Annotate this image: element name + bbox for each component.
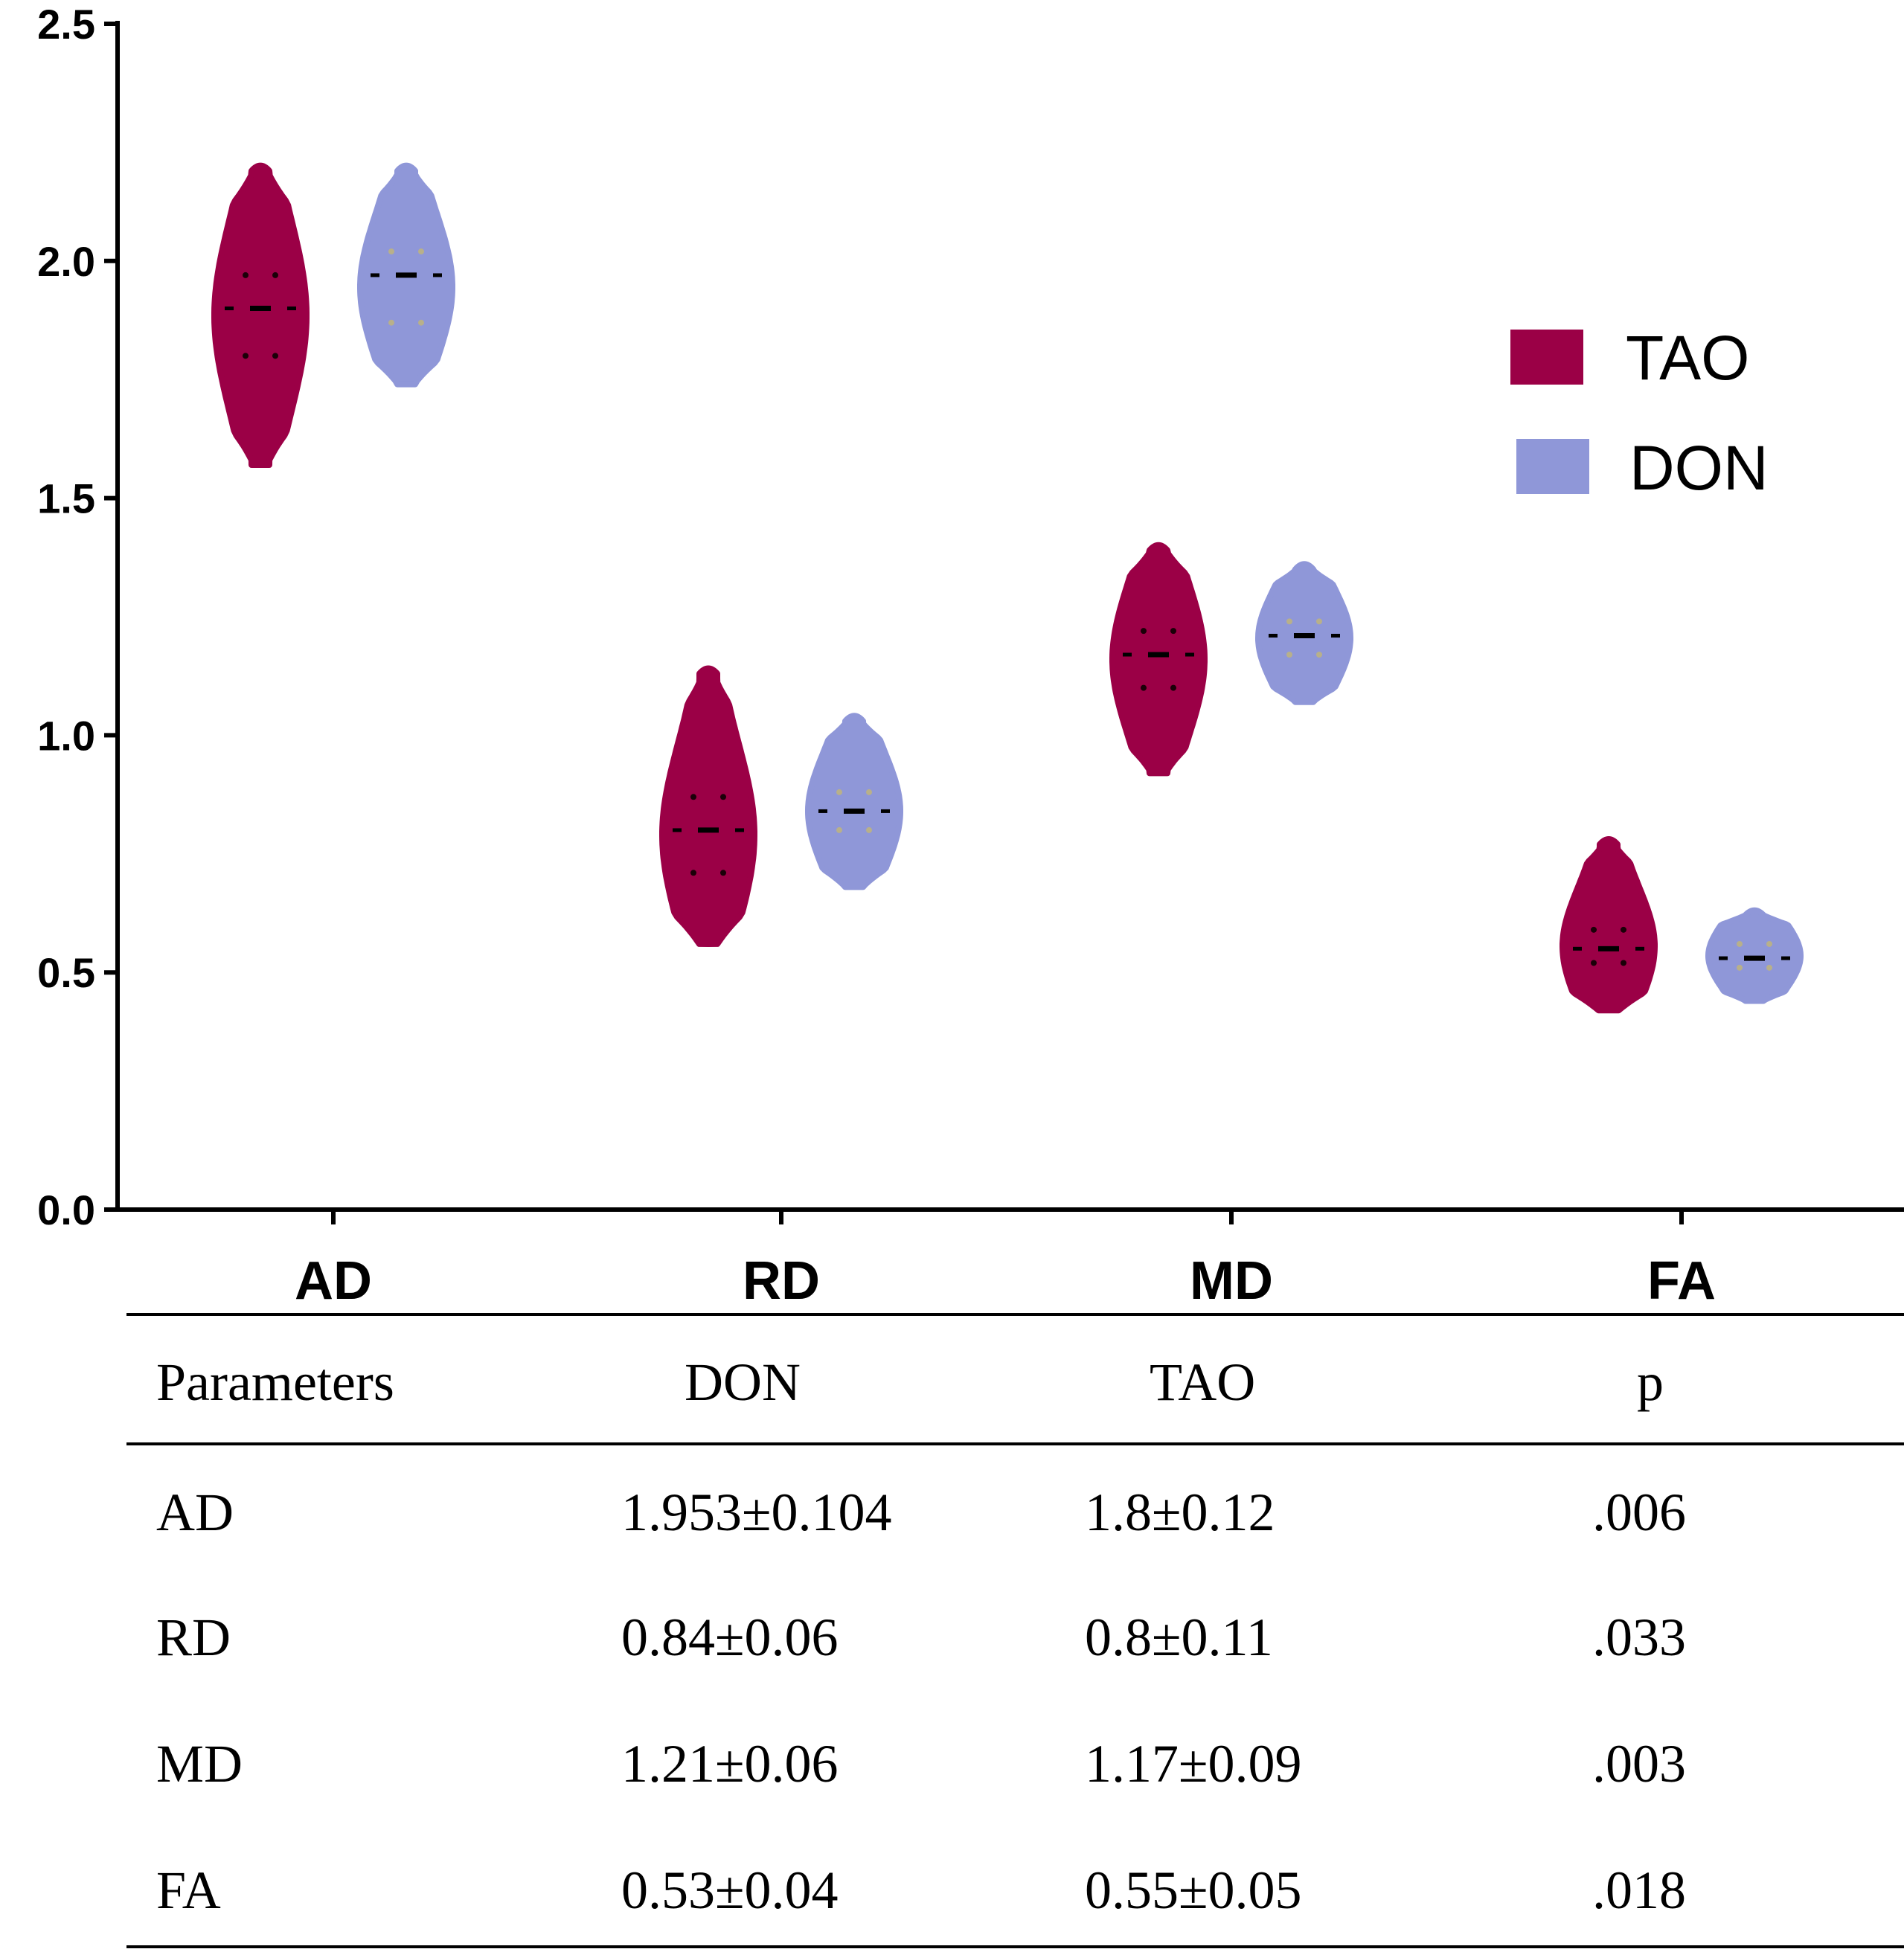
table-cell-ad-param: AD [156,1483,234,1542]
quartile-dot-tao-md [1141,684,1147,691]
violin-tao-fa [1560,836,1658,1014]
table-cell-fa-don: 0.53±0.04 [621,1860,839,1920]
table-cell-md-don: 1.21±0.06 [621,1734,839,1794]
category-label-md: MD [1190,1251,1273,1311]
quartile-dot-don-rd [866,789,872,795]
legend-label-tao: TAO [1626,323,1749,393]
category-label-ad: AD [295,1251,372,1311]
quartile-dot-don-md [1316,652,1322,658]
quartile-dot-tao-md [1170,628,1176,635]
table-cell-md-p: .003 [1592,1734,1686,1794]
y-tick-label: 0.5 [37,949,95,996]
quartile-dot-don-rd [836,826,842,833]
violin-tao-rd [659,665,757,947]
table-cell-fa-p: .018 [1592,1860,1686,1920]
category-label-fa: FA [1647,1251,1716,1311]
y-tick-label: 1.5 [37,475,95,522]
table-header-parameters: Parameters [156,1352,394,1412]
table-cell-rd-don: 0.84±0.06 [621,1608,839,1667]
category-label-rd: RD [743,1251,820,1311]
quartile-dot-don-md [1316,618,1322,625]
table-cell-ad-p: .006 [1592,1483,1686,1542]
y-axis-ticks: 0.0 0.5 1.0 1.5 2.0 2.5 [37,1,118,1233]
quartile-dot-don-md [1286,652,1292,658]
legend-swatch-tao [1510,330,1583,385]
quartile-dot-don-fa [1737,964,1743,971]
quartile-dot-don-rd [866,826,872,833]
table-header-p: p [1637,1352,1664,1412]
violin-tao-ad [211,162,310,468]
quartile-dot-don-fa [1766,940,1772,947]
quartile-dot-don-fa [1766,964,1772,971]
plot-area: 0.0 0.5 1.0 1.5 2.0 2.5 AD RD MD FA [37,1,1904,1311]
quartile-dot-tao-ad [243,353,249,359]
quartile-dot-don-md [1286,618,1292,625]
violin-tao-md [1109,542,1208,777]
quartile-dot-tao-ad [272,272,278,278]
quartile-dot-tao-md [1141,628,1147,635]
stats-table: Parameters DON TAO p AD 1.953±0.104 1.8±… [126,1313,1904,1948]
table-cell-ad-tao: 1.8±0.12 [1085,1483,1275,1542]
quartile-dot-tao-md [1170,684,1176,691]
table-cell-fa-param: FA [156,1860,221,1920]
y-tick-label: 0.0 [37,1187,95,1233]
table-header-row: Parameters DON TAO p [156,1352,1664,1412]
table-body: AD 1.953±0.104 1.8±0.12 .006 RD 0.84±0.0… [156,1483,1686,1920]
quartile-dot-don-ad [418,248,424,255]
y-tick-label: 2.5 [37,1,95,48]
table-cell-md-param: MD [156,1734,243,1794]
table-cell-ad-don: 1.953±0.104 [621,1483,892,1542]
table-cell-rd-param: RD [156,1608,231,1667]
table-cell-rd-tao: 0.8±0.11 [1085,1608,1273,1667]
violins-layer [211,162,1804,1014]
legend-swatch-don [1516,439,1589,494]
quartile-dot-tao-rd [690,794,696,800]
quartile-dot-don-fa [1737,940,1743,947]
quartile-dot-don-ad [418,319,424,326]
quartile-dot-tao-fa [1591,926,1597,933]
legend-label-don: DON [1629,433,1769,503]
table-cell-rd-p: .033 [1592,1608,1686,1667]
quartile-dot-tao-fa [1621,926,1626,933]
quartile-dot-don-ad [388,248,394,255]
quartile-dot-tao-fa [1591,960,1597,966]
quartile-dot-don-ad [388,319,394,326]
quartile-dot-tao-fa [1621,960,1626,966]
quartile-dot-tao-ad [243,272,249,278]
y-tick-label: 2.0 [37,238,95,285]
legend: TAO DON [1510,323,1769,503]
violin-don-rd [805,713,903,890]
quartile-dot-tao-ad [272,353,278,359]
quartile-dot-tao-rd [720,870,726,876]
table-cell-md-tao: 1.17±0.09 [1085,1734,1302,1794]
quartile-dot-tao-rd [690,870,696,876]
table-header-don: DON [685,1352,801,1412]
table-header-tao: TAO [1150,1352,1255,1412]
quartile-dot-don-rd [836,789,842,795]
x-axis-ticks: AD RD MD FA [295,1210,1716,1311]
quartile-dot-tao-rd [720,794,726,800]
y-tick-label: 1.0 [37,712,95,759]
table-cell-fa-tao: 0.55±0.05 [1085,1860,1302,1920]
